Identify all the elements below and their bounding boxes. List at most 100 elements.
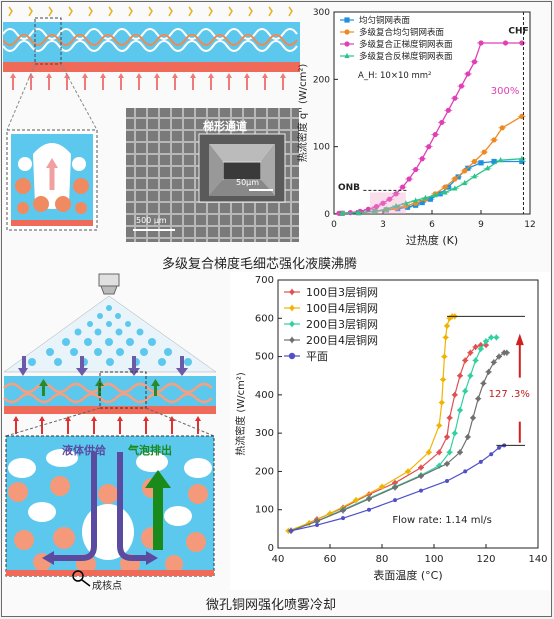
data-point <box>446 414 453 421</box>
zoomed-mesh-inset <box>5 435 215 587</box>
bubble-removal-label: 气泡排出 <box>127 443 172 457</box>
data-point <box>372 208 378 214</box>
data-point <box>462 168 468 174</box>
data-point <box>393 202 399 209</box>
legend-marker <box>344 52 350 59</box>
data-point <box>498 157 504 163</box>
data-point <box>419 156 425 162</box>
data-point <box>419 199 425 206</box>
data-point <box>405 468 411 475</box>
data-point <box>393 191 399 197</box>
legend-entry: 多级复合正梯度铜网表面 <box>340 39 453 50</box>
y-tick-label: 0 <box>268 543 274 554</box>
data-point <box>418 473 424 480</box>
data-point <box>465 71 471 77</box>
legend-entry: 多级复合均匀铜网表面 <box>340 27 445 38</box>
data-point <box>464 433 471 440</box>
data-point <box>422 194 429 200</box>
data-point <box>463 469 468 474</box>
data-point <box>457 407 463 414</box>
data-point <box>452 176 458 182</box>
data-point <box>457 449 463 456</box>
data-point <box>366 495 372 502</box>
data-point <box>444 322 450 329</box>
data-point <box>445 107 451 113</box>
data-point <box>519 158 525 165</box>
legend-entry: 100目3层铜网 <box>284 285 378 299</box>
plot-area <box>277 279 539 549</box>
data-point <box>502 40 509 46</box>
onb-region <box>369 192 406 214</box>
sem-small-scale: 50μm <box>236 178 259 187</box>
heat-arrows <box>12 76 284 90</box>
legend-label: 平面 <box>306 350 328 363</box>
data-point <box>452 185 458 191</box>
data-point <box>471 173 478 179</box>
data-point <box>488 334 495 341</box>
legend-marker <box>288 352 296 360</box>
data-point <box>442 189 448 195</box>
data-point <box>472 357 479 364</box>
data-point <box>442 334 449 341</box>
data-point <box>419 488 423 493</box>
data-point <box>432 192 438 198</box>
x-tick-label: 140 <box>528 554 547 565</box>
data-point <box>499 125 505 131</box>
nucleation-site-label: 成核点 <box>92 579 122 592</box>
data-point <box>478 459 483 464</box>
legend-label: 多级复合均匀铜网表面 <box>359 27 445 38</box>
series-5 <box>289 443 507 533</box>
data-point <box>386 196 393 202</box>
data-point <box>490 359 497 366</box>
data-point <box>436 422 443 429</box>
data-point <box>442 184 448 190</box>
data-point <box>432 131 438 138</box>
x-tick-label: 100 <box>424 554 443 565</box>
increase-annotation: 300% <box>491 86 520 97</box>
data-point <box>393 498 397 503</box>
legend-entry: 200目4层铜网 <box>284 333 378 347</box>
data-point <box>457 372 463 379</box>
data-point <box>471 59 478 65</box>
x-tick-label: 3 <box>380 220 386 230</box>
y-tick-label: 700 <box>255 275 274 286</box>
data-point <box>497 445 501 450</box>
data-point <box>406 176 412 182</box>
data-point <box>436 449 443 456</box>
y-axis-label: 热流密度 q'' (W/cm²) <box>296 64 309 163</box>
data-point <box>379 483 385 490</box>
legend-marker <box>344 17 350 23</box>
data-point <box>289 528 293 533</box>
x-tick-label: 6 <box>429 220 435 230</box>
y-tick-label: 200 <box>313 75 330 85</box>
increase-annotation: 127 .3% <box>489 389 530 400</box>
data-point <box>418 464 424 471</box>
mesh-orange <box>3 34 298 46</box>
legend-entry: 均匀铜网表面 <box>340 15 411 26</box>
liquid-supply-label: 液体供给 <box>62 443 106 457</box>
y-tick-label: 300 <box>313 8 330 18</box>
legend-label: 200目3层铜网 <box>306 317 378 331</box>
heater-base <box>3 62 300 72</box>
x-axis-label: 表面温度 (°C) <box>373 568 442 582</box>
legend-entry: 平面 <box>284 350 328 363</box>
data-point <box>353 497 359 504</box>
data-point <box>491 137 497 143</box>
data-point <box>483 338 489 345</box>
data-point <box>472 344 479 350</box>
data-point <box>451 391 458 398</box>
top-caption: 多级复合梯度毛细芯强化液膜沸腾 <box>162 257 358 272</box>
data-point <box>438 399 445 406</box>
data-point <box>327 510 333 517</box>
legend-label: 200目4层铜网 <box>306 333 378 347</box>
y-axis-label: 热流密度 (W/cm²) <box>234 372 247 456</box>
x-axis-label: 过热度 (K) <box>406 233 458 247</box>
bottom-caption: 微孔铜网强化喷雾冷却 <box>206 598 337 613</box>
vapor-arrows <box>8 6 293 17</box>
legend-entry: 100目4层铜网 <box>284 301 378 315</box>
y-tick-label: 100 <box>313 143 330 153</box>
data-point <box>446 449 453 456</box>
sem-channel-label: 梯形通道 <box>203 119 247 133</box>
data-point <box>491 158 497 165</box>
data-point <box>380 200 386 206</box>
